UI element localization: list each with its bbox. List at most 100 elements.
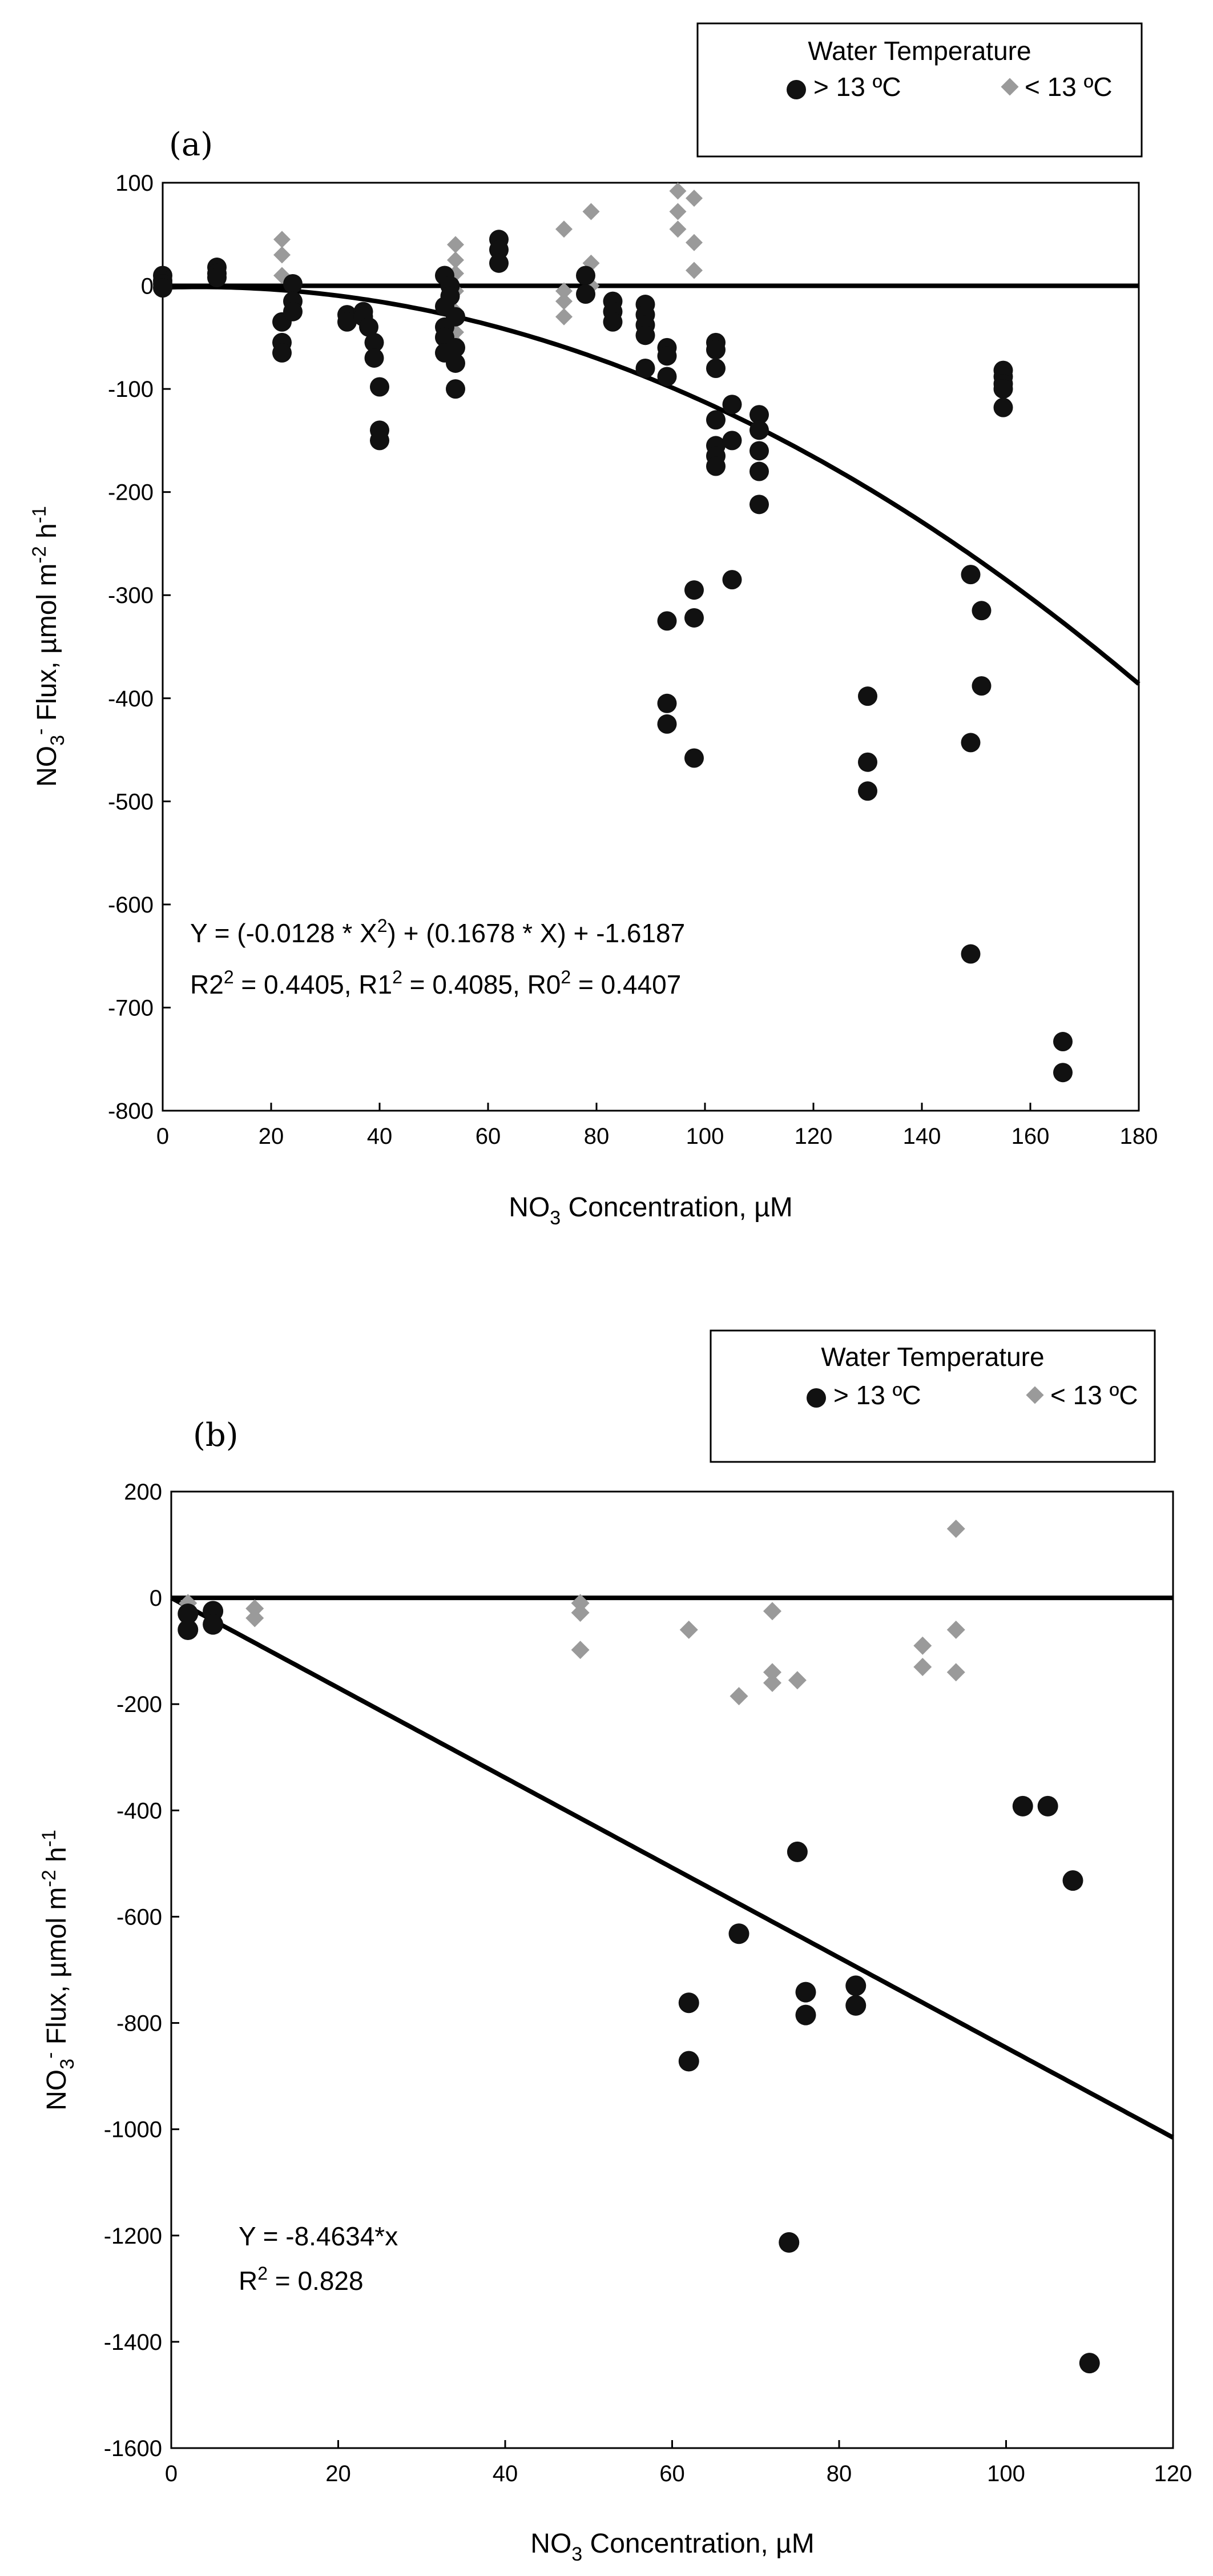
data-point-warm xyxy=(858,781,877,801)
data-point-warm xyxy=(337,312,357,332)
y-tick-label: -700 xyxy=(108,995,154,1020)
data-point-warm xyxy=(370,377,389,397)
x-tick-label: 0 xyxy=(156,1124,169,1149)
data-point-warm xyxy=(446,353,465,373)
data-point-warm xyxy=(722,395,742,415)
data-point-warm xyxy=(1012,1795,1033,1817)
data-point-warm xyxy=(961,944,981,964)
data-point-warm xyxy=(749,461,769,481)
y-tick-label: -1200 xyxy=(104,2224,162,2249)
y-tick-label: -600 xyxy=(108,893,154,918)
data-point-warm xyxy=(858,686,877,706)
data-point-warm xyxy=(635,325,655,345)
data-point-warm xyxy=(283,274,303,294)
x-tick-label: 60 xyxy=(659,2461,685,2486)
axis-ticks-b: 0 20 40 60 80 100 120 200 0 -200 -400 -600 -800 -1000… xyxy=(104,1480,1192,2486)
panel-a: Water Temperature > 13 ºC < 13 ºC (a) 0 2… xyxy=(29,22,1158,1229)
data-point-cold xyxy=(946,1663,965,1682)
data-points-a xyxy=(153,182,1073,1083)
fit-line-b xyxy=(170,1596,1174,2140)
data-point-warm xyxy=(364,332,384,352)
data-point-cold xyxy=(555,282,573,300)
x-tick-label: 140 xyxy=(903,1124,941,1149)
data-point-warm xyxy=(749,441,769,461)
data-point-warm xyxy=(207,268,227,288)
data-point-warm xyxy=(722,570,742,590)
x-axis-label-b: NO3 Concentration, µM xyxy=(530,2529,814,2565)
fit-r2-a: R22 = 0.4405, R12 = 0.4085, R02 = 0.4407 xyxy=(190,967,681,999)
data-point-warm xyxy=(603,312,623,332)
y-tick-label: 0 xyxy=(150,1586,162,1611)
x-tick-label: 20 xyxy=(259,1124,284,1149)
data-point-warm xyxy=(993,397,1013,417)
data-point-warm xyxy=(153,278,172,298)
data-point-warm xyxy=(657,693,677,713)
legend-warm-label-b: > 13 ºC xyxy=(833,1380,921,1410)
y-tick-label: 0 xyxy=(141,274,154,299)
data-point-warm xyxy=(489,253,509,273)
plot-frame-a xyxy=(162,182,1140,1112)
data-point-cold xyxy=(763,1602,781,1621)
data-point-warm xyxy=(364,348,384,368)
x-tick-label: 0 xyxy=(165,2461,178,2486)
y-tick-label: -400 xyxy=(108,686,154,712)
data-point-warm xyxy=(795,1982,816,2003)
data-point-cold xyxy=(788,1671,807,1690)
data-point-cold xyxy=(273,231,291,248)
data-point-warm xyxy=(961,565,981,585)
y-tick-label: -500 xyxy=(108,789,154,814)
y-tick-label: 100 xyxy=(115,171,154,196)
fit-equation-a: Y = (-0.0128 * X2) + (0.1678 * X) + -1.6… xyxy=(190,915,685,948)
panel-label-b: (b) xyxy=(193,1417,239,1454)
data-point-warm xyxy=(370,431,389,451)
legend-cold-marker-b xyxy=(1026,1386,1044,1404)
data-point-warm xyxy=(203,1614,224,1635)
data-point-cold xyxy=(571,1594,590,1613)
data-point-warm xyxy=(678,1992,699,2014)
data-point-cold xyxy=(245,1609,264,1627)
data-point-warm xyxy=(576,266,595,286)
data-point-cold xyxy=(669,203,687,220)
x-tick-label: 80 xyxy=(584,1124,610,1149)
legend-box-a: Water Temperature > 13 ºC < 13 ºC xyxy=(696,22,1143,158)
data-point-cold xyxy=(763,1663,781,1682)
y-tick-label: -200 xyxy=(116,1692,162,1717)
data-point-cold xyxy=(582,203,600,220)
data-point-warm xyxy=(684,580,704,600)
data-point-warm xyxy=(749,420,769,440)
y-tick-label: -600 xyxy=(116,1904,162,1930)
y-tick-label: -1400 xyxy=(104,2330,162,2355)
regression-line xyxy=(162,284,1141,686)
data-point-warm xyxy=(446,379,465,399)
data-point-warm xyxy=(635,359,655,378)
data-point-warm xyxy=(728,1923,749,1944)
legend-warm-marker-a xyxy=(787,80,806,99)
data-point-cold xyxy=(555,220,573,238)
data-point-warm xyxy=(283,302,303,322)
data-point-cold xyxy=(447,236,464,254)
x-tick-label: 100 xyxy=(686,1124,724,1149)
fit-r2-b: R2 = 0.828 xyxy=(239,2263,364,2296)
data-point-warm xyxy=(446,307,465,327)
data-point-warm xyxy=(657,367,677,387)
legend-warm-label-a: > 13 ºC xyxy=(813,72,901,102)
data-point-warm xyxy=(1062,1870,1083,1891)
data-point-cold xyxy=(946,1520,965,1538)
data-point-warm xyxy=(749,495,769,515)
data-point-warm xyxy=(706,456,726,476)
data-point-warm xyxy=(706,340,726,360)
y-axis-label-b: NO3- Flux, µmol m-2 h-1 xyxy=(38,1830,78,2111)
data-point-warm xyxy=(972,676,992,696)
panel-b: Water Temperature > 13 ºC < 13 ºC (b) 0 2… xyxy=(38,1329,1192,2565)
fit-equation-b: Y = -8.4634*x xyxy=(239,2221,398,2251)
data-point-warm xyxy=(845,1975,867,1996)
fit-curve-a xyxy=(162,284,1141,686)
data-point-cold xyxy=(686,190,703,207)
data-point-warm xyxy=(1053,1063,1073,1083)
data-point-warm xyxy=(1037,1795,1058,1817)
legend-title-b: Water Temperature xyxy=(821,1342,1044,1372)
data-point-warm xyxy=(845,1995,867,2016)
data-point-warm xyxy=(359,317,378,337)
data-point-warm xyxy=(489,240,509,260)
